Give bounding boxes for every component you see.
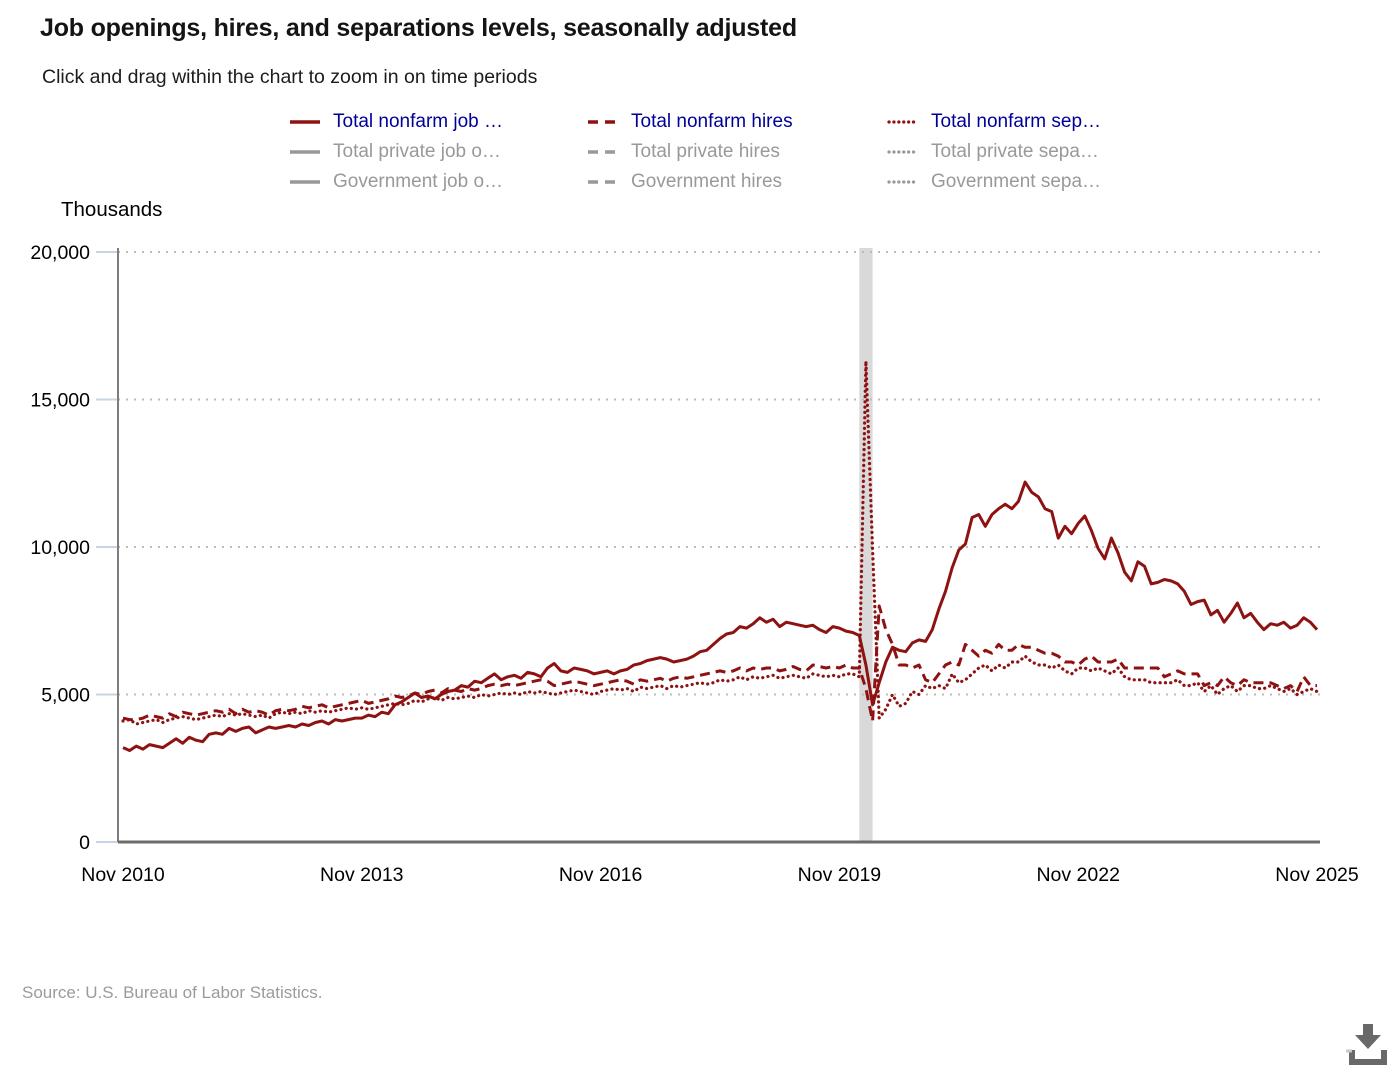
y-tick-label: 5,000 (41, 685, 90, 707)
legend-label: Total private sepa… (931, 141, 1099, 162)
legend-label: Total private job o… (333, 141, 501, 162)
y-tick-label: 15,000 (30, 390, 90, 412)
legend-item-total-private-job-openings[interactable]: Total private job o… (288, 137, 586, 167)
series-line-nonfarm-separations (121, 359, 1319, 726)
x-tick-label: Nov 2016 (559, 864, 642, 886)
source-note: Source: U.S. Bureau of Labor Statistics. (22, 983, 323, 1002)
y-tick-label: 10,000 (30, 537, 90, 559)
x-tick-label: Nov 2022 (1036, 864, 1119, 886)
dotted-line-swatch-icon (887, 180, 920, 184)
series-line-nonfarm-job-openings (122, 480, 1319, 752)
dotted-line-swatch-icon (887, 120, 920, 124)
x-tick-label: Nov 2010 (81, 864, 165, 886)
legend-item-government-job-openings[interactable]: Government job o… (288, 167, 586, 197)
legend-label: Government hires (631, 171, 783, 192)
solid-line-swatch-icon (290, 150, 320, 154)
page-title: Job openings, hires, and separations lev… (40, 14, 797, 42)
dashed-line-swatch-icon (588, 150, 618, 154)
series-line-nonfarm-hires (122, 604, 1317, 723)
legend-column-hires: Total nonfarm hires Total private hires … (586, 107, 886, 197)
legend-item-total-nonfarm-separations[interactable]: Total nonfarm sep… (886, 107, 1101, 137)
legend-label: Total nonfarm sep… (931, 111, 1102, 132)
legend-label: Government job o… (333, 171, 504, 192)
download-button[interactable] (1340, 1018, 1396, 1070)
legend-column-openings: Total nonfarm job … Total private job o…… (288, 107, 586, 197)
x-tick-label: Nov 2019 (798, 864, 881, 886)
legend-item-total-private-separations[interactable]: Total private sepa… (886, 137, 1101, 167)
y-tick-label: 0 (79, 832, 90, 854)
x-tick-label: Nov 2013 (320, 864, 403, 886)
legend-item-total-nonfarm-hires[interactable]: Total nonfarm hires (586, 107, 886, 137)
legend-item-total-nonfarm-job-openings[interactable]: Total nonfarm job … (288, 107, 586, 137)
line-chart: 0 5,000 10,000 15,000 20,000 Nov 2010 Nov 2013… (30, 242, 1359, 886)
x-tick-label: Nov 2025 (1275, 864, 1359, 886)
legend: Total nonfarm job … Total private job o…… (288, 107, 1101, 197)
legend-label: Total nonfarm job … (333, 111, 504, 132)
download-icon (1346, 1024, 1387, 1065)
legend-column-separations: Total nonfarm sep… Total private sepa… G… (886, 107, 1101, 197)
y-tick-label: 20,000 (30, 242, 90, 264)
legend-item-total-private-hires[interactable]: Total private hires (586, 137, 886, 167)
chart-subtitle: Click and drag within the chart to zoom … (42, 66, 538, 88)
solid-line-swatch-icon (290, 120, 320, 124)
legend-item-government-separations[interactable]: Government sepa… (886, 167, 1101, 197)
dashed-line-swatch-icon (588, 120, 618, 124)
legend-item-government-hires[interactable]: Government hires (586, 167, 886, 197)
dashed-line-swatch-icon (588, 180, 618, 184)
plot-area[interactable] (118, 248, 1320, 842)
solid-line-swatch-icon (290, 180, 320, 184)
legend-label: Total private hires (631, 141, 780, 162)
y-axis-title: Thousands (61, 198, 163, 221)
legend-label: Government sepa… (931, 171, 1102, 192)
legend-label: Total nonfarm hires (631, 111, 793, 132)
dotted-line-swatch-icon (887, 150, 920, 154)
